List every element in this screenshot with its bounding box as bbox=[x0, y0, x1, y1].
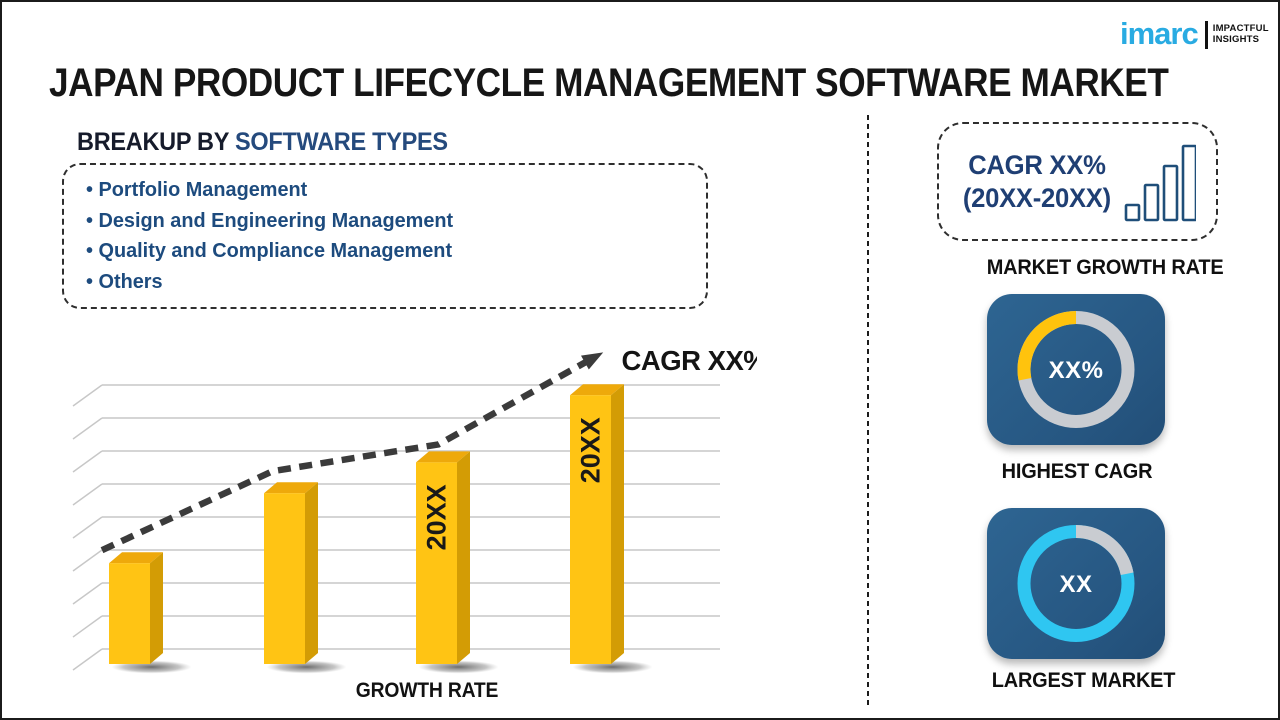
gridline-depth-tick bbox=[72, 516, 103, 539]
gridline-depth-tick bbox=[72, 450, 103, 473]
gridline-depth-tick bbox=[72, 483, 103, 506]
bar bbox=[264, 493, 305, 664]
bar bbox=[416, 462, 457, 664]
breakup-heading: BREAKUP BY SOFTWARE TYPES bbox=[77, 128, 448, 157]
cagr-value: CAGR XX% bbox=[967, 149, 1106, 180]
trend-dashed-line bbox=[100, 354, 597, 554]
largest-market-card: XX bbox=[987, 508, 1165, 659]
logo-tagline-line2: INSIGHTS bbox=[1212, 33, 1260, 45]
growth-bars-icon bbox=[1125, 144, 1197, 221]
donut-ring-highlight bbox=[1017, 311, 1077, 381]
breakup-item: Quality and Compliance Management bbox=[86, 236, 670, 267]
imarc-logo: imarc IMPACTFUL INSIGHTS bbox=[1120, 18, 1269, 49]
chart-x-axis-label: GROWTH RATE bbox=[355, 679, 499, 702]
gridline-depth-tick bbox=[72, 549, 103, 572]
bar-side-face bbox=[150, 552, 163, 664]
bar-side-face bbox=[457, 451, 470, 664]
donut-center-value: XX bbox=[1059, 571, 1092, 598]
breakup-heading-highlight: SOFTWARE TYPES bbox=[234, 128, 448, 156]
section-divider-dashed-line bbox=[867, 115, 869, 705]
growth-rate-bar-chart: 20XX 20XX CAGR XX% bbox=[72, 345, 758, 674]
bar-side-face bbox=[611, 384, 624, 664]
bar-top-face bbox=[570, 384, 624, 396]
highest-cagr-donut-chart: XX% bbox=[1017, 311, 1135, 428]
bar-year-label: 20XX bbox=[576, 417, 606, 483]
donut-ring-highlight bbox=[1075, 525, 1134, 576]
bar-year-label: 20XX bbox=[422, 484, 452, 550]
bar bbox=[570, 395, 611, 664]
cagr-callout-text: CAGR XX% (20XX-20XX) bbox=[963, 149, 1111, 215]
highest-cagr-label: HIGHEST CAGR bbox=[1001, 460, 1153, 483]
market-growth-rate-label: MARKET GROWTH RATE bbox=[986, 256, 1224, 279]
gridline-depth-tick bbox=[72, 417, 103, 440]
bar-side-face bbox=[305, 482, 318, 664]
page-title: JAPAN PRODUCT LIFECYCLE MANAGEMENT SOFTW… bbox=[49, 61, 1169, 105]
largest-market-donut-chart: XX bbox=[1017, 525, 1135, 642]
breakup-list: Portfolio ManagementDesign and Engineeri… bbox=[86, 175, 688, 297]
bar-top-face bbox=[416, 451, 470, 463]
cagr-callout-box: CAGR XX% (20XX-20XX) bbox=[937, 122, 1218, 241]
breakup-heading-prefix: BREAKUP BY bbox=[77, 128, 235, 156]
breakup-item: Portfolio Management bbox=[86, 175, 670, 206]
trend-arrowhead bbox=[580, 352, 604, 370]
donut-center-value: XX% bbox=[1049, 357, 1104, 384]
gridline-depth-tick bbox=[72, 648, 103, 671]
chart-cagr-annotation: CAGR XX% bbox=[622, 345, 758, 376]
logo-tagline: IMPACTFUL INSIGHTS bbox=[1212, 22, 1269, 46]
cagr-period: (20XX-20XX) bbox=[962, 182, 1111, 213]
breakup-item: Others bbox=[86, 267, 670, 298]
breakup-box: Portfolio ManagementDesign and Engineeri… bbox=[62, 163, 708, 309]
logo-divider-bar bbox=[1204, 20, 1208, 49]
gridline-depth-tick bbox=[72, 582, 103, 605]
bar bbox=[109, 563, 150, 664]
largest-market-label: LARGEST MARKET bbox=[991, 669, 1176, 692]
logo-tagline-line1: IMPACTFUL bbox=[1212, 22, 1269, 34]
highest-cagr-card: XX% bbox=[987, 294, 1165, 445]
imarc-logo-brand: imarc bbox=[1120, 16, 1199, 51]
bar-top-face bbox=[264, 482, 318, 494]
bar-top-face bbox=[109, 552, 163, 564]
gridline-depth-tick bbox=[72, 615, 103, 638]
gridline-depth-tick bbox=[72, 384, 103, 407]
breakup-item: Design and Engineering Management bbox=[86, 206, 670, 237]
